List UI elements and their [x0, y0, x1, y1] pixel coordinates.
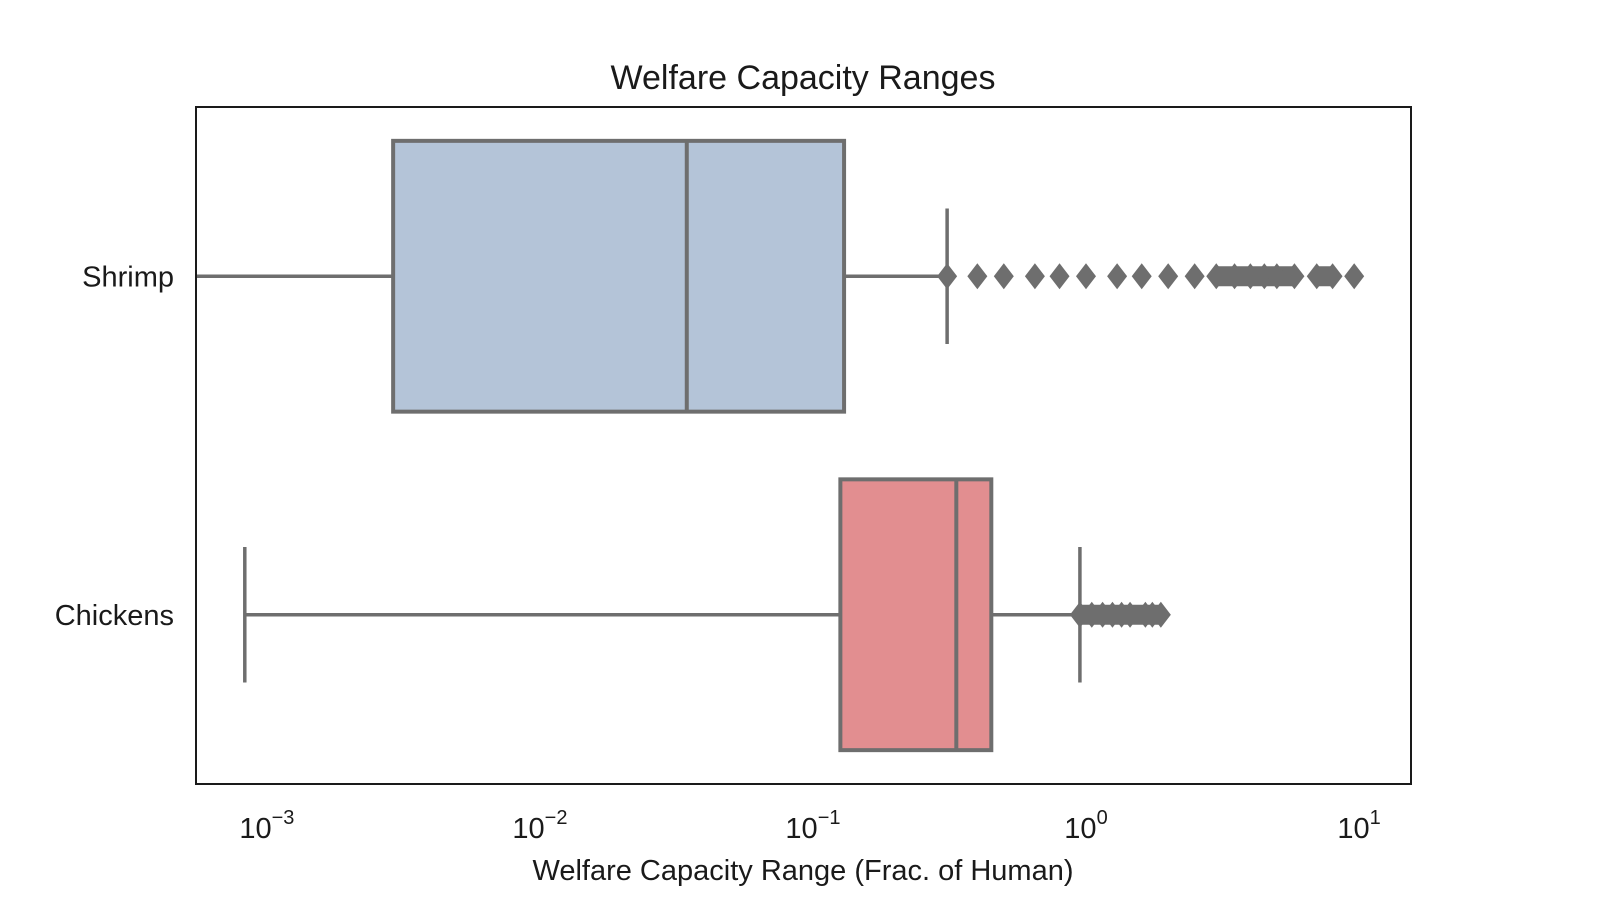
category-label: Shrimp [82, 261, 174, 293]
iqr-box [391, 138, 847, 414]
plot-frame [195, 106, 1412, 785]
outlier-point [1075, 263, 1096, 290]
outlier-point [1081, 601, 1102, 628]
outlier-point [1224, 263, 1245, 290]
outlier-point [937, 263, 958, 290]
outlier-point [1184, 263, 1205, 290]
box-chickens [243, 477, 1171, 753]
x-tick-label: 10−1 [785, 807, 840, 845]
outlier-point [1107, 263, 1128, 290]
x-tick-label: 10−2 [512, 807, 567, 845]
iqr-box [838, 477, 994, 753]
box-shrimp [196, 138, 1365, 414]
x-tick-label: 100 [1064, 807, 1107, 845]
x-tick-label: 10−3 [239, 807, 294, 845]
x-axis-label: Welfare Capacity Range (Frac. of Human) [532, 855, 1073, 887]
outlier-point [1206, 263, 1227, 290]
outlier-point [1306, 263, 1327, 290]
outlier-point [1254, 263, 1275, 290]
x-axis-ticks: 10−3 10−2 10−1 100 101 [239, 807, 1380, 845]
y-axis-categories: Shrimp Chickens [55, 261, 174, 632]
outliers [1069, 601, 1171, 628]
outlier-point [1266, 263, 1287, 290]
outlier-point [1049, 263, 1070, 290]
outlier-point [1158, 263, 1179, 290]
outlier-point [1131, 263, 1152, 290]
outlier-point [993, 263, 1014, 290]
outlier-point [1069, 601, 1090, 628]
outlier-point [1024, 263, 1045, 290]
outliers [937, 263, 1365, 290]
category-label: Chickens [55, 600, 174, 632]
outlier-point [967, 263, 988, 290]
outlier-point [1322, 263, 1343, 290]
outlier-point [1120, 601, 1141, 628]
x-tick-label: 101 [1337, 807, 1380, 845]
outlier-point [1240, 263, 1261, 290]
outlier-point [1150, 601, 1171, 628]
outlier-point [1344, 263, 1365, 290]
plot-area [196, 138, 1365, 753]
outlier-point [1284, 263, 1305, 290]
chart-title: Welfare Capacity Ranges [611, 59, 996, 97]
